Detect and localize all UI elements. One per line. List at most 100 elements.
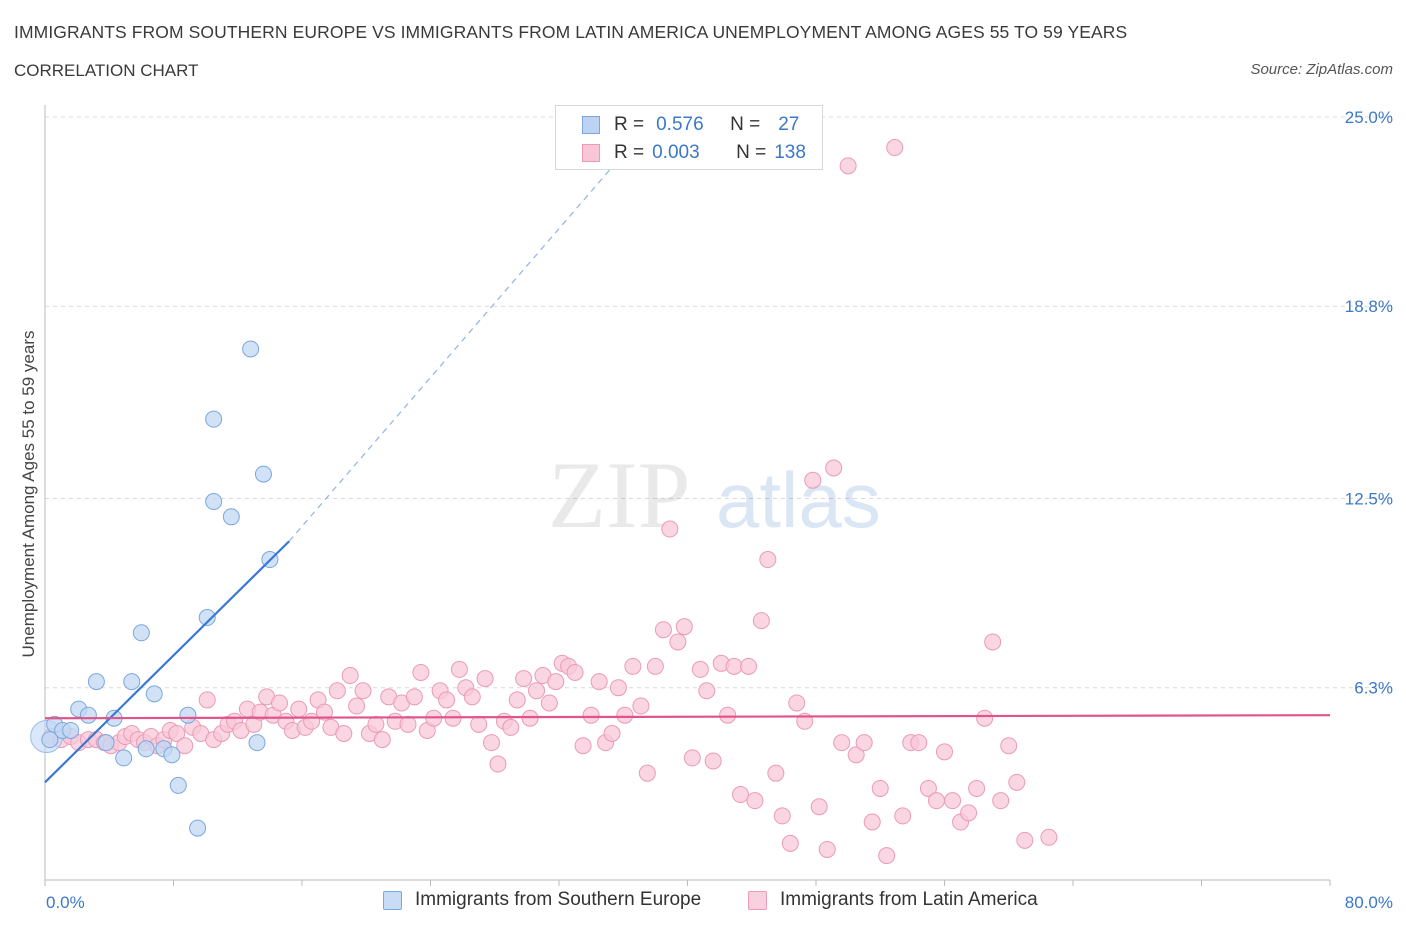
data-point-latin-america [855, 734, 873, 752]
data-point-latin-america [176, 737, 194, 755]
data-point-latin-america [675, 618, 693, 636]
data-point-latin-america [168, 725, 186, 743]
legend-label: Immigrants from Southern Europe [415, 889, 702, 910]
data-point-latin-america [271, 694, 289, 712]
data-point-latin-america [438, 691, 456, 709]
data-point-southern-europe [242, 340, 260, 358]
data-point-latin-america [574, 737, 592, 755]
data-point-latin-america [732, 786, 750, 804]
data-point-latin-america [698, 682, 716, 700]
data-point-latin-america [847, 746, 865, 764]
data-point-southern-europe [205, 493, 223, 511]
data-point-latin-america [752, 612, 770, 630]
y-tick-label: 18.8% [1345, 297, 1393, 316]
legend-row-southern-europe: R = 0.576 N = 27 [582, 113, 799, 137]
data-point-latin-america [810, 798, 828, 816]
data-point-latin-america [654, 621, 672, 639]
data-point-latin-america [315, 703, 333, 721]
data-point-latin-america [833, 734, 851, 752]
data-point-latin-america [691, 660, 709, 678]
data-point-latin-america [863, 813, 881, 831]
data-point-latin-america [878, 847, 896, 865]
data-point-latin-america [489, 755, 507, 773]
x-tick-labels: 0.0% 80.0% [46, 893, 1393, 912]
data-point-latin-america [669, 633, 687, 651]
grid-lines [45, 116, 1392, 689]
data-point-latin-america [290, 700, 308, 718]
data-point-latin-america [944, 792, 962, 810]
data-point-latin-america [328, 682, 346, 700]
data-point-latin-america [412, 663, 430, 681]
data-point-latin-america [341, 667, 359, 685]
trendline-southern-europe-extension [288, 116, 656, 542]
data-point-latin-america [354, 682, 372, 700]
chart-title: IMMIGRANTS FROM SOUTHERN EUROPE VS IMMIG… [14, 22, 1128, 42]
data-point-latin-america [521, 709, 539, 727]
r-value: 0.576 [656, 114, 704, 135]
n-value: 138 [774, 142, 806, 163]
data-point-latin-america [450, 660, 468, 678]
data-point-latin-america [992, 792, 1010, 810]
data-point-latin-america [582, 706, 600, 724]
data-point-southern-europe [137, 740, 155, 758]
data-point-southern-europe [205, 410, 223, 428]
r-label: R = [614, 142, 645, 163]
watermark-atlas: atlas [716, 456, 881, 544]
data-point-latin-america [540, 694, 558, 712]
data-point-latin-america [367, 715, 385, 733]
data-point-latin-america [936, 743, 953, 761]
data-point-southern-europe [254, 465, 272, 483]
data-point-latin-america [1040, 828, 1058, 846]
n-label: N = [730, 114, 761, 135]
data-point-southern-europe [222, 508, 240, 526]
data-point-latin-america [788, 694, 806, 712]
data-point-southern-europe [163, 746, 181, 764]
legend-swatch-blue [582, 116, 600, 134]
data-point-southern-europe [115, 749, 133, 767]
data-point-latin-america [968, 779, 986, 797]
watermark: ZIP atlas [548, 442, 881, 548]
data-point-latin-america [638, 764, 656, 782]
chart-subtitle: CORRELATION CHART [14, 61, 199, 80]
data-point-latin-america [566, 663, 584, 681]
data-point-latin-america [476, 670, 494, 688]
data-point-southern-europe [189, 819, 207, 837]
data-point-latin-america [804, 471, 822, 489]
data-point-latin-america [348, 697, 366, 715]
data-point-latin-america [470, 715, 488, 733]
data-point-latin-america [984, 633, 1002, 651]
data-point-southern-europe [123, 673, 141, 691]
data-point-latin-america [1000, 737, 1018, 755]
data-point-latin-america [646, 657, 664, 675]
data-point-latin-america [773, 807, 791, 825]
data-point-latin-america [609, 679, 627, 697]
data-point-latin-america [746, 792, 764, 810]
y-tick-label: 12.5% [1345, 490, 1393, 509]
data-point-southern-europe [87, 673, 105, 691]
data-point-latin-america [919, 779, 937, 797]
data-point-southern-europe [79, 706, 97, 724]
data-point-latin-america [661, 520, 679, 538]
data-point-southern-europe [198, 609, 216, 627]
data-point-latin-america [818, 840, 836, 858]
data-point-southern-europe [179, 706, 197, 724]
data-point-latin-america [839, 157, 857, 175]
data-point-latin-america [976, 709, 994, 727]
n-value: 27 [778, 114, 800, 135]
data-point-latin-america [528, 682, 546, 700]
source-credit: Source: ZipAtlas.com [1250, 61, 1393, 78]
data-point-latin-america [603, 725, 621, 743]
r-value: 0.003 [652, 142, 700, 163]
data-point-latin-america [886, 139, 904, 157]
n-label: N = [736, 142, 767, 163]
y-tick-labels: 6.3% 12.5% 18.8% 25.0% [1345, 108, 1393, 698]
data-point-latin-america [335, 725, 353, 743]
data-point-latin-america [632, 697, 650, 715]
data-point-southern-europe [62, 721, 80, 739]
trend-lines [44, 116, 1331, 784]
data-point-southern-europe [41, 731, 59, 749]
data-point-latin-america [894, 807, 912, 825]
data-point-latin-america [399, 715, 417, 733]
data-point-latin-america [502, 718, 520, 736]
legend-item-southern-europe: Immigrants from Southern Europe [383, 889, 701, 911]
